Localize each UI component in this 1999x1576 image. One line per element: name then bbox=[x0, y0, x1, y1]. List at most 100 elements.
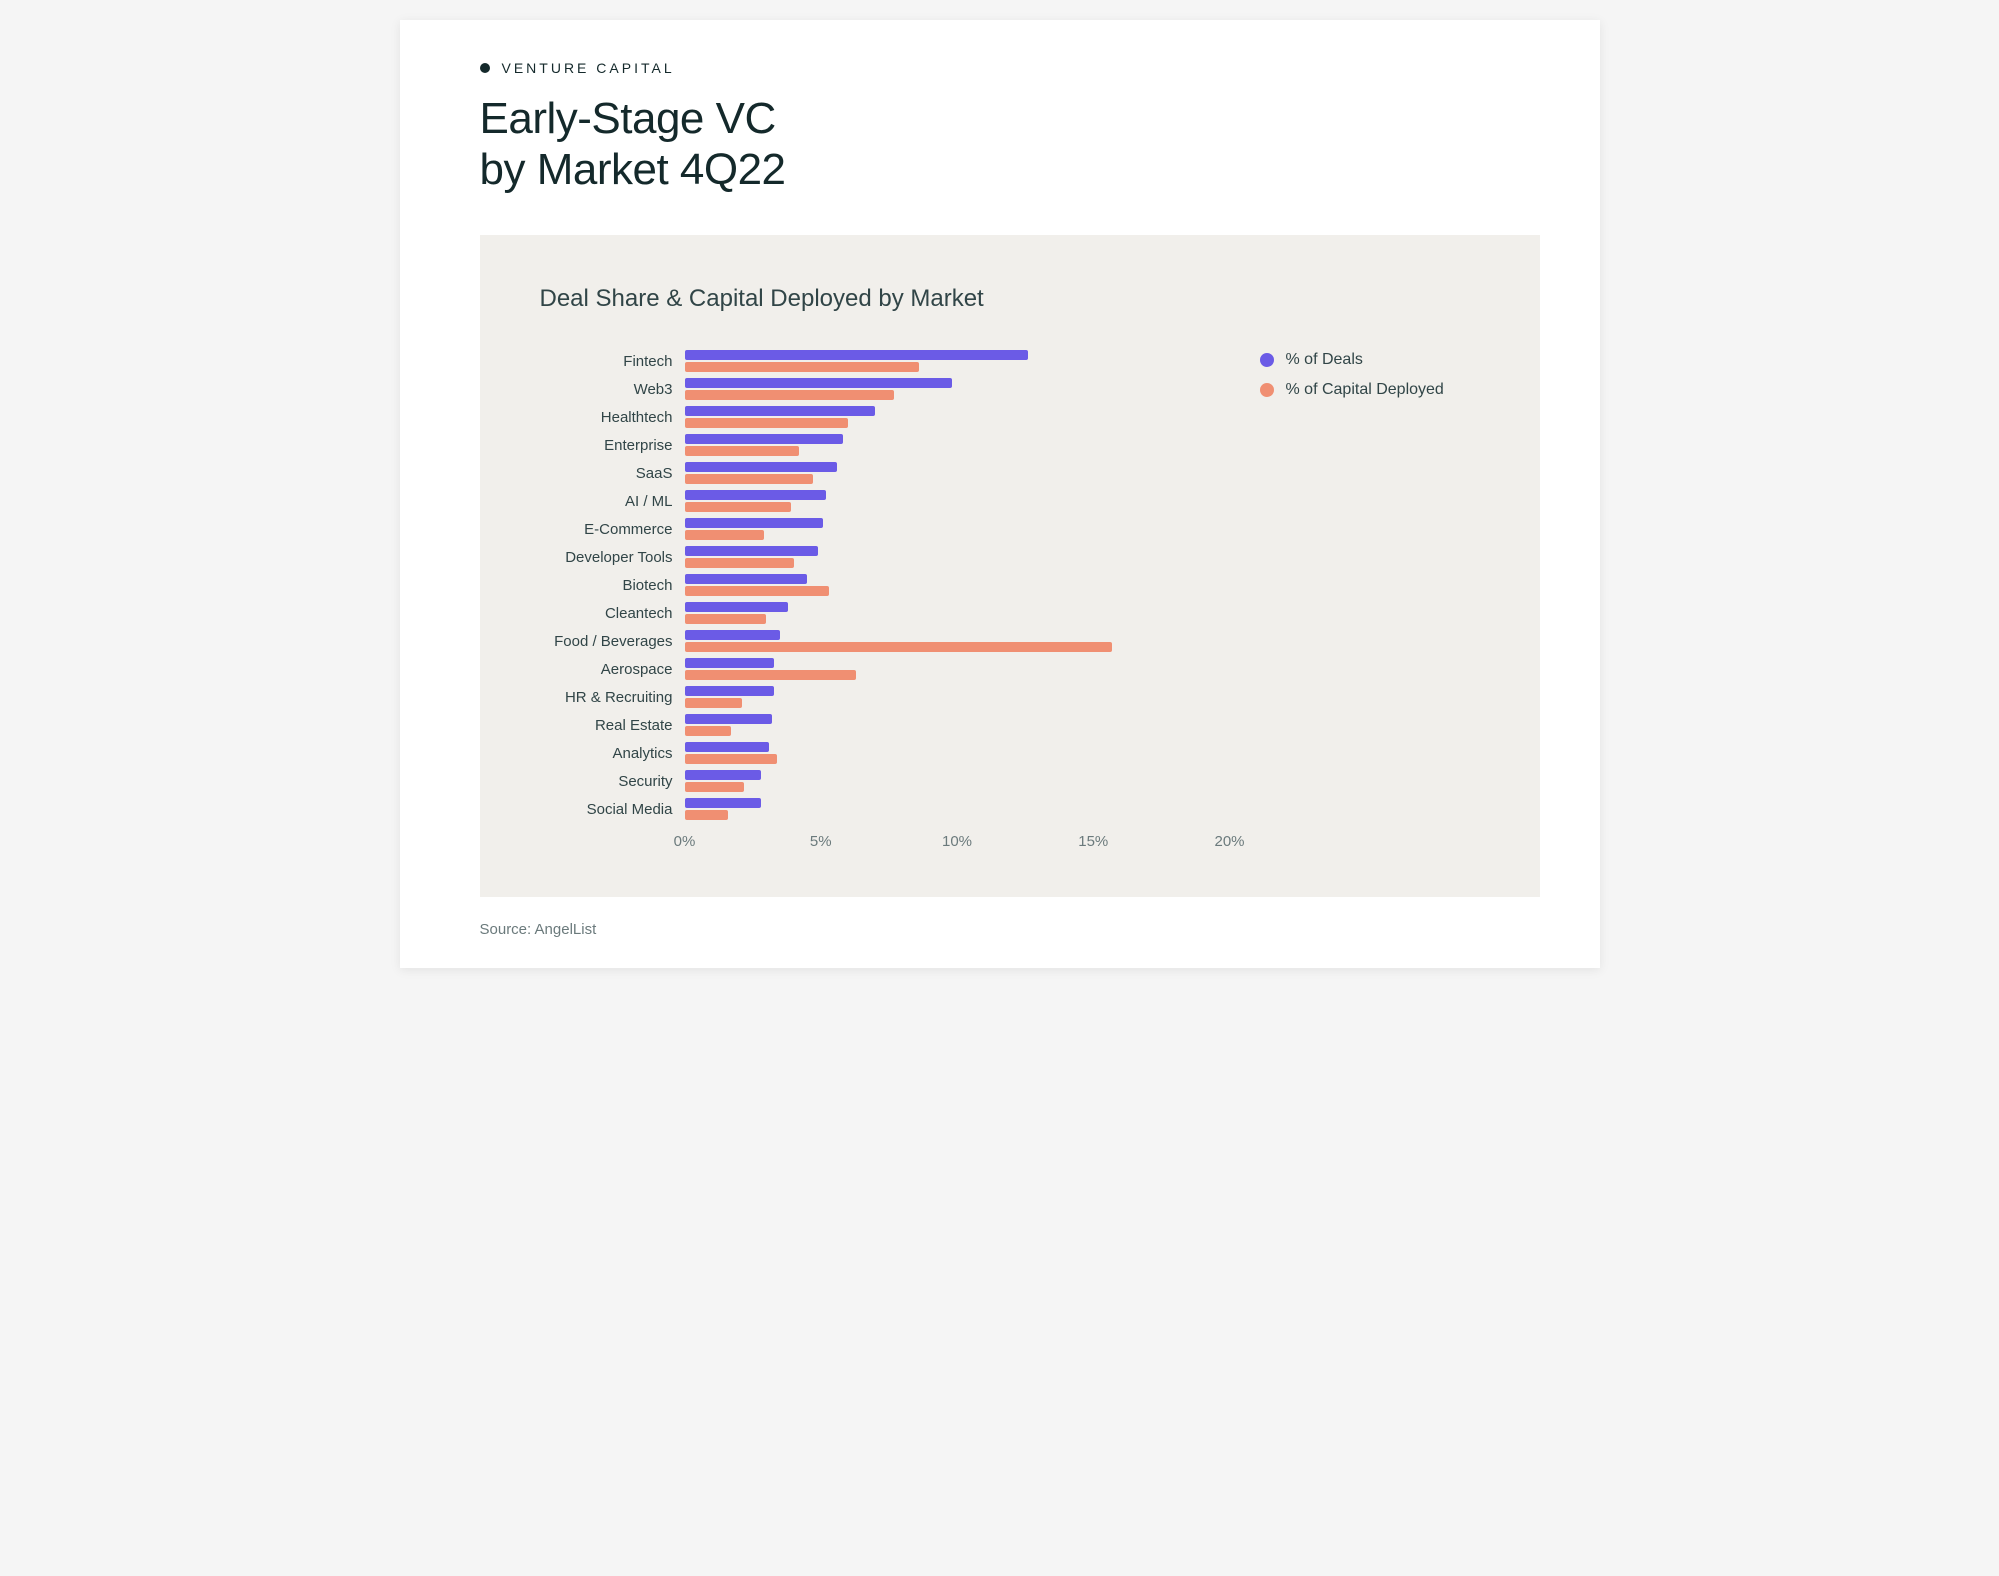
row-bars bbox=[685, 599, 1230, 627]
row-bars bbox=[685, 683, 1230, 711]
category-label: Analytics bbox=[540, 745, 685, 762]
category-label: Biotech bbox=[540, 577, 685, 594]
category-label: HR & Recruiting bbox=[540, 689, 685, 706]
category-label: SaaS bbox=[540, 465, 685, 482]
chart-plot: Fintech Web3 Healthtech Enterprise SaaS AI / … bbox=[540, 347, 1230, 823]
category-label: E-Commerce bbox=[540, 521, 685, 538]
bar-deals bbox=[685, 742, 769, 752]
category-label: Social Media bbox=[540, 801, 685, 818]
row-bars bbox=[685, 627, 1230, 655]
bar-deals bbox=[685, 714, 772, 724]
legend: % of Deals % of Capital Deployed bbox=[1260, 347, 1480, 411]
category-label: Fintech bbox=[540, 353, 685, 370]
category-label: Enterprise bbox=[540, 437, 685, 454]
bar-capital bbox=[685, 642, 1113, 652]
x-tick: 5% bbox=[810, 833, 832, 850]
chart-row: Biotech bbox=[540, 571, 1230, 599]
x-tick: 0% bbox=[674, 833, 696, 850]
chart-row: Enterprise bbox=[540, 431, 1230, 459]
category-label: Food / Beverages bbox=[540, 633, 685, 650]
bar-capital bbox=[685, 446, 799, 456]
bar-capital bbox=[685, 782, 745, 792]
chart-row: Food / Beverages bbox=[540, 627, 1230, 655]
chart-row: Web3 bbox=[540, 375, 1230, 403]
legend-item: % of Capital Deployed bbox=[1260, 381, 1480, 399]
bar-capital bbox=[685, 614, 767, 624]
bar-capital bbox=[685, 502, 791, 512]
bar-capital bbox=[685, 474, 813, 484]
chart-row: Social Media bbox=[540, 795, 1230, 823]
chart-row: SaaS bbox=[540, 459, 1230, 487]
chart-row: E-Commerce bbox=[540, 515, 1230, 543]
bar-deals bbox=[685, 406, 876, 416]
bar-deals bbox=[685, 434, 843, 444]
chart-row: Real Estate bbox=[540, 711, 1230, 739]
row-bars bbox=[685, 767, 1230, 795]
row-bars bbox=[685, 375, 1230, 403]
bar-capital bbox=[685, 362, 919, 372]
chart-row: AI / ML bbox=[540, 487, 1230, 515]
category-label: Security bbox=[540, 773, 685, 790]
bar-capital bbox=[685, 810, 729, 820]
bar-deals bbox=[685, 574, 808, 584]
chart-title: Deal Share & Capital Deployed by Market bbox=[540, 285, 1480, 313]
eyebrow-text: VENTURE CAPITAL bbox=[502, 60, 675, 76]
chart-panel: Deal Share & Capital Deployed by Market … bbox=[480, 235, 1540, 897]
legend-swatch-icon bbox=[1260, 383, 1274, 397]
eyebrow: VENTURE CAPITAL bbox=[480, 60, 1540, 76]
title-line-1: Early-Stage VC bbox=[480, 94, 776, 143]
row-bars bbox=[685, 655, 1230, 683]
x-tick: 20% bbox=[1214, 833, 1244, 850]
bar-deals bbox=[685, 490, 827, 500]
row-bars bbox=[685, 487, 1230, 515]
bar-deals bbox=[685, 518, 824, 528]
bar-deals bbox=[685, 462, 838, 472]
bar-capital bbox=[685, 390, 895, 400]
chart-row: Aerospace bbox=[540, 655, 1230, 683]
chart-area: Fintech Web3 Healthtech Enterprise SaaS AI / … bbox=[540, 347, 1230, 857]
bar-capital bbox=[685, 586, 829, 596]
category-label: Aerospace bbox=[540, 661, 685, 678]
bar-capital bbox=[685, 558, 794, 568]
chart-wrap: Fintech Web3 Healthtech Enterprise SaaS AI / … bbox=[540, 347, 1480, 857]
bar-capital bbox=[685, 754, 778, 764]
chart-row: Healthtech bbox=[540, 403, 1230, 431]
card: VENTURE CAPITAL Early-Stage VC by Market… bbox=[400, 20, 1600, 968]
chart-row: Security bbox=[540, 767, 1230, 795]
row-bars bbox=[685, 795, 1230, 823]
title-line-2: by Market 4Q22 bbox=[480, 145, 786, 194]
row-bars bbox=[685, 431, 1230, 459]
eyebrow-dot-icon bbox=[480, 63, 490, 73]
category-label: Healthtech bbox=[540, 409, 685, 426]
bar-deals bbox=[685, 658, 775, 668]
bar-capital bbox=[685, 530, 764, 540]
category-label: Cleantech bbox=[540, 605, 685, 622]
bar-deals bbox=[685, 770, 761, 780]
row-bars bbox=[685, 739, 1230, 767]
chart-row: Fintech bbox=[540, 347, 1230, 375]
category-label: Real Estate bbox=[540, 717, 685, 734]
bar-deals bbox=[685, 378, 952, 388]
category-label: Developer Tools bbox=[540, 549, 685, 566]
row-bars bbox=[685, 347, 1230, 375]
row-bars bbox=[685, 711, 1230, 739]
bar-capital bbox=[685, 726, 731, 736]
legend-label: % of Capital Deployed bbox=[1286, 381, 1444, 399]
bar-capital bbox=[685, 418, 849, 428]
category-label: Web3 bbox=[540, 381, 685, 398]
row-bars bbox=[685, 403, 1230, 431]
chart-row: Cleantech bbox=[540, 599, 1230, 627]
bar-deals bbox=[685, 798, 761, 808]
chart-row: Developer Tools bbox=[540, 543, 1230, 571]
bar-capital bbox=[685, 670, 857, 680]
row-bars bbox=[685, 543, 1230, 571]
row-bars bbox=[685, 571, 1230, 599]
x-tick: 10% bbox=[942, 833, 972, 850]
legend-swatch-icon bbox=[1260, 353, 1274, 367]
x-tick: 15% bbox=[1078, 833, 1108, 850]
bar-deals bbox=[685, 602, 789, 612]
source-text: Source: AngelList bbox=[480, 921, 1540, 938]
bar-deals bbox=[685, 686, 775, 696]
chart-row: Analytics bbox=[540, 739, 1230, 767]
legend-label: % of Deals bbox=[1286, 351, 1363, 369]
